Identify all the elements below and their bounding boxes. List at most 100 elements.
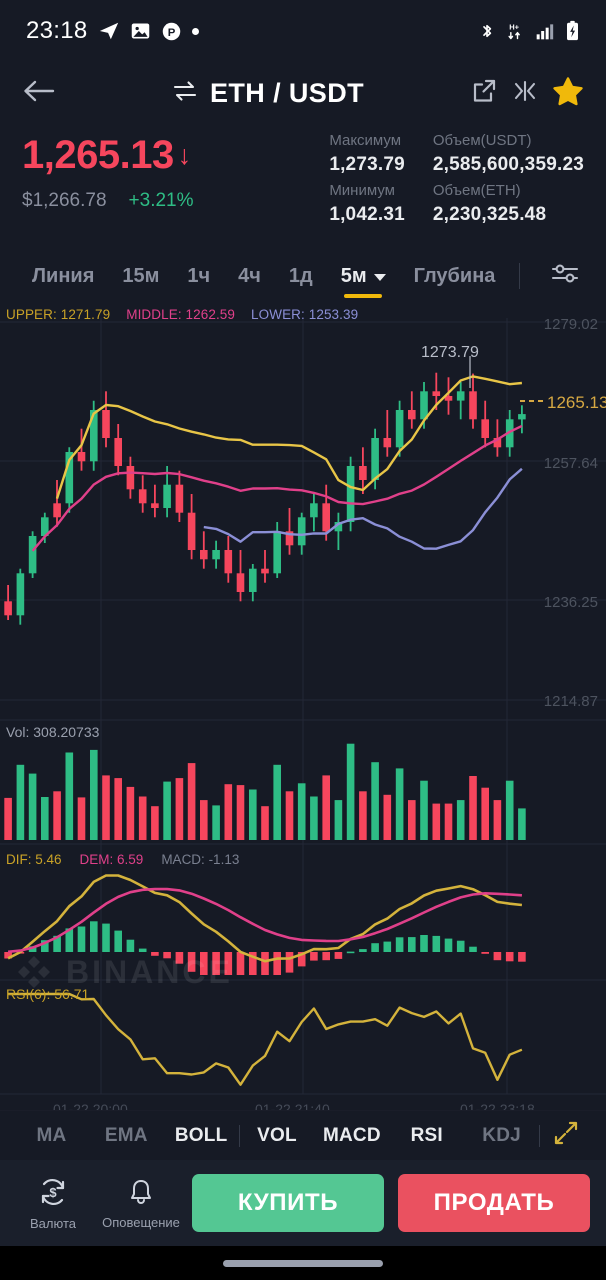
parking-p-icon: P bbox=[161, 21, 182, 42]
photos-icon bbox=[130, 21, 151, 41]
indicator-tab-rsi[interactable]: RSI bbox=[410, 1124, 443, 1146]
page-title: ETH / USDT bbox=[209, 77, 364, 108]
boll-lower-label: LOWER: 1253.39 bbox=[251, 307, 359, 322]
x-axis-label: 01-22 23:18 bbox=[460, 1101, 535, 1110]
status-time: 23:18 bbox=[26, 17, 88, 44]
currency-exchange-icon: $ bbox=[37, 1176, 69, 1213]
boll-legend: UPPER: 1271.79 MIDDLE: 1262.59 LOWER: 12… bbox=[6, 307, 358, 322]
dot-icon bbox=[191, 27, 199, 35]
action-bar: $ Валюта Оповещение КУПИТЬ ПРОДАТЬ bbox=[0, 1160, 606, 1246]
macd-dem-label: DEM: 6.59 bbox=[79, 852, 144, 867]
stat-value: 1,042.31 bbox=[329, 204, 405, 225]
stat-low: Минимум 1,042.31 bbox=[329, 180, 405, 228]
expand-fullscreen-icon bbox=[553, 1120, 579, 1151]
home-indicator[interactable] bbox=[223, 1259, 383, 1267]
svg-text:$: $ bbox=[49, 1185, 57, 1200]
high-annotation: 1273.79 bbox=[421, 344, 479, 361]
volume-legend: Vol: 308.20733 bbox=[6, 724, 100, 740]
stat-high: Максимум 1,273.79 bbox=[329, 130, 405, 178]
telegram-icon bbox=[98, 20, 120, 42]
price-direction-arrow: ↓ bbox=[177, 139, 192, 170]
chart-settings-button[interactable] bbox=[550, 261, 588, 292]
x-axis-label: 01-22 21:40 bbox=[255, 1101, 330, 1110]
svg-text:H+: H+ bbox=[509, 22, 519, 31]
sell-button[interactable]: ПРОДАТЬ bbox=[398, 1174, 590, 1232]
grid-lines-vertical bbox=[100, 318, 508, 1094]
indicator-tab-ma[interactable]: MA bbox=[36, 1124, 67, 1146]
swap-arrows-icon bbox=[172, 80, 198, 107]
active-tab-underline bbox=[344, 294, 383, 298]
tab-label: Линия bbox=[32, 264, 95, 287]
y-axis-label: 1279.02 bbox=[543, 316, 598, 333]
tab-1h[interactable]: 1ч bbox=[173, 248, 224, 304]
indicator-tab-vol[interactable]: VOL bbox=[257, 1124, 297, 1146]
current-price-tag: 1265.13 bbox=[547, 393, 606, 412]
tab-label: Глубина bbox=[413, 264, 496, 287]
system-nav-bar bbox=[0, 1246, 606, 1280]
alerts-button[interactable]: Оповещение bbox=[102, 1177, 180, 1230]
chart-canvas bbox=[0, 318, 606, 1095]
status-bar-left: 23:18 P bbox=[26, 17, 199, 45]
stat-label: Максимум bbox=[329, 132, 402, 149]
chevron-down-icon bbox=[373, 274, 386, 281]
stat-volume-eth: Объем(ETH) 2,230,325.48 bbox=[433, 180, 584, 228]
price-usd: $1,266.78 bbox=[22, 190, 107, 211]
y-axis-label: 1236.25 bbox=[543, 594, 598, 611]
share-external-icon[interactable] bbox=[470, 77, 498, 110]
chart-area[interactable]: UPPER: 1271.79 MIDDLE: 1262.59 LOWER: 12… bbox=[0, 304, 606, 1110]
last-price: 1,265.13 bbox=[22, 133, 174, 177]
price-change-pct: +3.21% bbox=[128, 190, 194, 211]
candlestick-series bbox=[4, 372, 526, 625]
boll-upper-label: UPPER: 1271.79 bbox=[6, 307, 111, 322]
expand-fullscreen-button[interactable] bbox=[540, 1120, 592, 1151]
market-stats: Максимум 1,273.79 Объем(USDT) 2,585,600,… bbox=[329, 130, 584, 236]
bell-icon bbox=[126, 1177, 156, 1212]
currency-button[interactable]: $ Валюта bbox=[16, 1176, 90, 1231]
volume-series bbox=[4, 743, 526, 840]
title-bar: ETH / USDT bbox=[0, 62, 606, 124]
divider bbox=[539, 1124, 541, 1147]
stat-value: 1,273.79 bbox=[329, 154, 405, 175]
back-button[interactable] bbox=[22, 78, 66, 109]
rsi-legend: RSI(6): 56.71 bbox=[6, 986, 90, 1002]
title-bar-actions bbox=[470, 76, 584, 111]
indicator-tab-ema[interactable]: EMA bbox=[104, 1124, 148, 1146]
signal-bars-icon bbox=[534, 21, 556, 41]
tab-4h[interactable]: 4ч bbox=[224, 248, 275, 304]
battery-charging-icon bbox=[565, 20, 580, 42]
pair-title-group[interactable]: ETH / USDT bbox=[66, 78, 470, 109]
buy-button[interactable]: КУПИТЬ bbox=[192, 1174, 384, 1232]
tab-15m[interactable]: 15м bbox=[108, 248, 173, 304]
indicator-tab-bar: MA EMA BOLL VOL MACD RSI KDJ bbox=[0, 1110, 606, 1160]
y-axis-label: 1214.87 bbox=[543, 693, 598, 710]
macd-series bbox=[4, 874, 526, 975]
stat-label: Объем(USDT) bbox=[432, 132, 532, 149]
tab-5m[interactable]: 5м bbox=[327, 248, 400, 304]
tab-label: 5м bbox=[340, 264, 367, 287]
currency-label: Валюта bbox=[30, 1215, 76, 1231]
svg-text:P: P bbox=[167, 26, 175, 38]
indicator-tab-kdj[interactable]: KDJ bbox=[482, 1124, 521, 1146]
stat-value: 2,230,325.48 bbox=[432, 204, 547, 225]
collapse-icon[interactable] bbox=[512, 78, 538, 109]
tab-label: 1ч bbox=[187, 264, 211, 287]
tab-label: 4ч bbox=[238, 264, 261, 287]
stat-label: Объем(ETH) bbox=[432, 182, 521, 199]
tab-1d[interactable]: 1д bbox=[275, 248, 327, 304]
tab-label: 15м bbox=[122, 264, 160, 287]
bluetooth-icon bbox=[478, 20, 496, 42]
rsi-series bbox=[8, 992, 523, 1086]
divider bbox=[519, 263, 521, 289]
tab-depth[interactable]: Глубина bbox=[400, 248, 510, 304]
back-arrow-icon bbox=[22, 78, 56, 109]
x-axis-label: 01-22 20:00 bbox=[53, 1101, 128, 1110]
stat-label: Минимум bbox=[329, 182, 395, 199]
macd-hist-label: MACD: -1.13 bbox=[161, 852, 240, 867]
indicator-tab-boll[interactable]: BOLL bbox=[174, 1124, 228, 1146]
price-summary: 1,265.13 ↓ $1,266.78 +3.21% Максимум 1,2… bbox=[0, 124, 606, 248]
tab-line[interactable]: Линия bbox=[18, 248, 108, 304]
star-icon[interactable] bbox=[552, 76, 584, 111]
tab-label: 1д bbox=[288, 264, 313, 287]
stat-volume-usdt: Объем(USDT) 2,585,600,359.23 bbox=[433, 130, 584, 178]
indicator-tab-macd[interactable]: MACD bbox=[322, 1124, 381, 1146]
